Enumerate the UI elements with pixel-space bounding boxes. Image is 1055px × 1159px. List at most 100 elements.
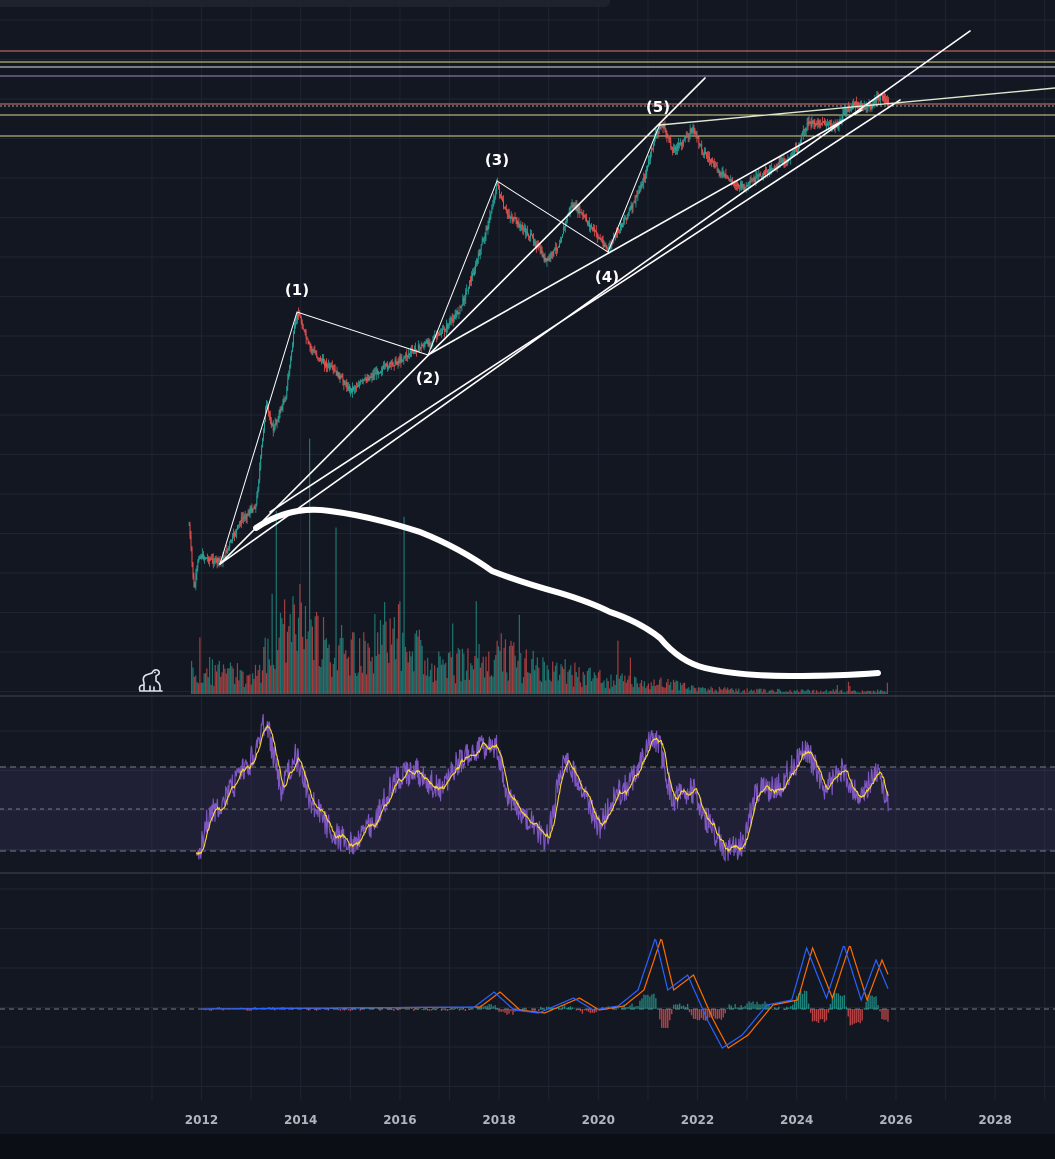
- candle-body: [385, 364, 387, 366]
- volume-bar: [224, 668, 226, 694]
- candle-body: [500, 194, 501, 197]
- candle-body: [757, 175, 759, 177]
- volume-bar: [409, 651, 411, 694]
- candle-body: [569, 206, 571, 212]
- candle-body: [493, 197, 495, 205]
- volume-bar: [543, 661, 545, 694]
- candle-body: [699, 143, 701, 145]
- candle-body: [612, 241, 614, 243]
- candle-body: [695, 132, 697, 135]
- volume-bar: [311, 626, 314, 694]
- candle-body: [379, 372, 381, 374]
- candle-body: [694, 133, 696, 135]
- macd-histogram-bar: [718, 1009, 721, 1019]
- macd-histogram-bar: [621, 1007, 623, 1009]
- candle-body: [485, 228, 487, 236]
- candle-body: [773, 167, 775, 169]
- volume-bar: [372, 673, 375, 694]
- candle-body: [534, 242, 536, 246]
- candle-body: [407, 355, 409, 357]
- volume-bar: [775, 692, 777, 694]
- candle-body: [550, 253, 552, 258]
- candle-body: [712, 160, 714, 163]
- candle-body: [710, 159, 712, 162]
- candle-body: [444, 331, 446, 332]
- macd-histogram-bar: [403, 1007, 405, 1009]
- candle-body: [206, 557, 207, 559]
- candle-body: [669, 137, 671, 140]
- macd-histogram-bar: [696, 1009, 699, 1021]
- volume-bar: [627, 679, 629, 694]
- macd-histogram-bar: [462, 1007, 465, 1009]
- volume-bar: [321, 659, 323, 694]
- volume-bar: [714, 689, 716, 694]
- volume-bar: [781, 692, 783, 694]
- candle-body: [230, 540, 232, 543]
- candle-body: [876, 96, 878, 103]
- macd-histogram-bar: [482, 1006, 484, 1009]
- macd-histogram-bar: [542, 1007, 544, 1009]
- candle-body: [409, 353, 411, 355]
- macd-histogram-bar: [595, 1009, 598, 1013]
- candle-body: [526, 231, 528, 234]
- volume-bar: [858, 692, 861, 694]
- volume-bar: [306, 639, 308, 694]
- volume-bar: [324, 639, 326, 694]
- candle-body: [592, 227, 594, 230]
- macd-histogram-bar: [843, 995, 846, 1009]
- macd-histogram-bar: [500, 1009, 502, 1012]
- candle-body: [363, 378, 365, 381]
- volume-bar: [571, 675, 573, 694]
- volume-bar: [346, 658, 348, 694]
- volume-bar: [215, 671, 218, 694]
- candle-body: [739, 183, 741, 186]
- macd-histogram-bar: [428, 1009, 431, 1011]
- candle-body: [589, 223, 590, 227]
- candle-body: [822, 122, 824, 124]
- candle-body: [414, 348, 415, 352]
- candle-body: [260, 456, 262, 468]
- candle-body: [549, 256, 551, 258]
- candle-body: [809, 121, 811, 124]
- volume-bar: [609, 688, 611, 694]
- volume-bar: [596, 677, 598, 694]
- candle-body: [229, 542, 231, 547]
- volume-bar: [707, 688, 709, 694]
- candle-body: [394, 359, 396, 366]
- macd-histogram-bar: [661, 1009, 663, 1028]
- candle-body: [306, 338, 308, 340]
- macd-histogram-bar: [540, 1006, 542, 1009]
- candle-body: [223, 556, 225, 558]
- candle-body: [681, 144, 683, 146]
- volume-bar: [553, 671, 555, 694]
- volume-bar: [610, 674, 612, 694]
- candle-body: [453, 318, 455, 322]
- candle-body: [454, 315, 456, 319]
- candle-body: [837, 126, 839, 127]
- volume-bar: [317, 615, 319, 694]
- candle-body: [459, 306, 461, 314]
- candle-body: [553, 249, 555, 256]
- volume-bar: [190, 660, 193, 694]
- volume-bar: [497, 646, 500, 694]
- macd-histogram-bar: [393, 1009, 395, 1011]
- volume-bar: [515, 667, 518, 694]
- macd-histogram-bar: [676, 1004, 679, 1009]
- volume-bar: [685, 688, 687, 694]
- candle-body: [473, 271, 475, 275]
- volume-bar: [771, 689, 773, 694]
- candle-body: [511, 216, 513, 220]
- candle-body: [702, 150, 704, 153]
- macd-histogram-bar: [788, 1007, 790, 1009]
- volume-bar: [602, 682, 604, 694]
- candle-body: [687, 136, 689, 138]
- candle-body: [419, 347, 421, 349]
- macd-histogram-bar: [504, 1009, 506, 1013]
- candle-body: [327, 364, 329, 366]
- candle-body: [759, 173, 761, 175]
- macd-histogram-bar: [581, 1009, 584, 1014]
- candle-body: [384, 364, 386, 366]
- candle-body: [190, 536, 192, 548]
- candle-body: [724, 173, 726, 176]
